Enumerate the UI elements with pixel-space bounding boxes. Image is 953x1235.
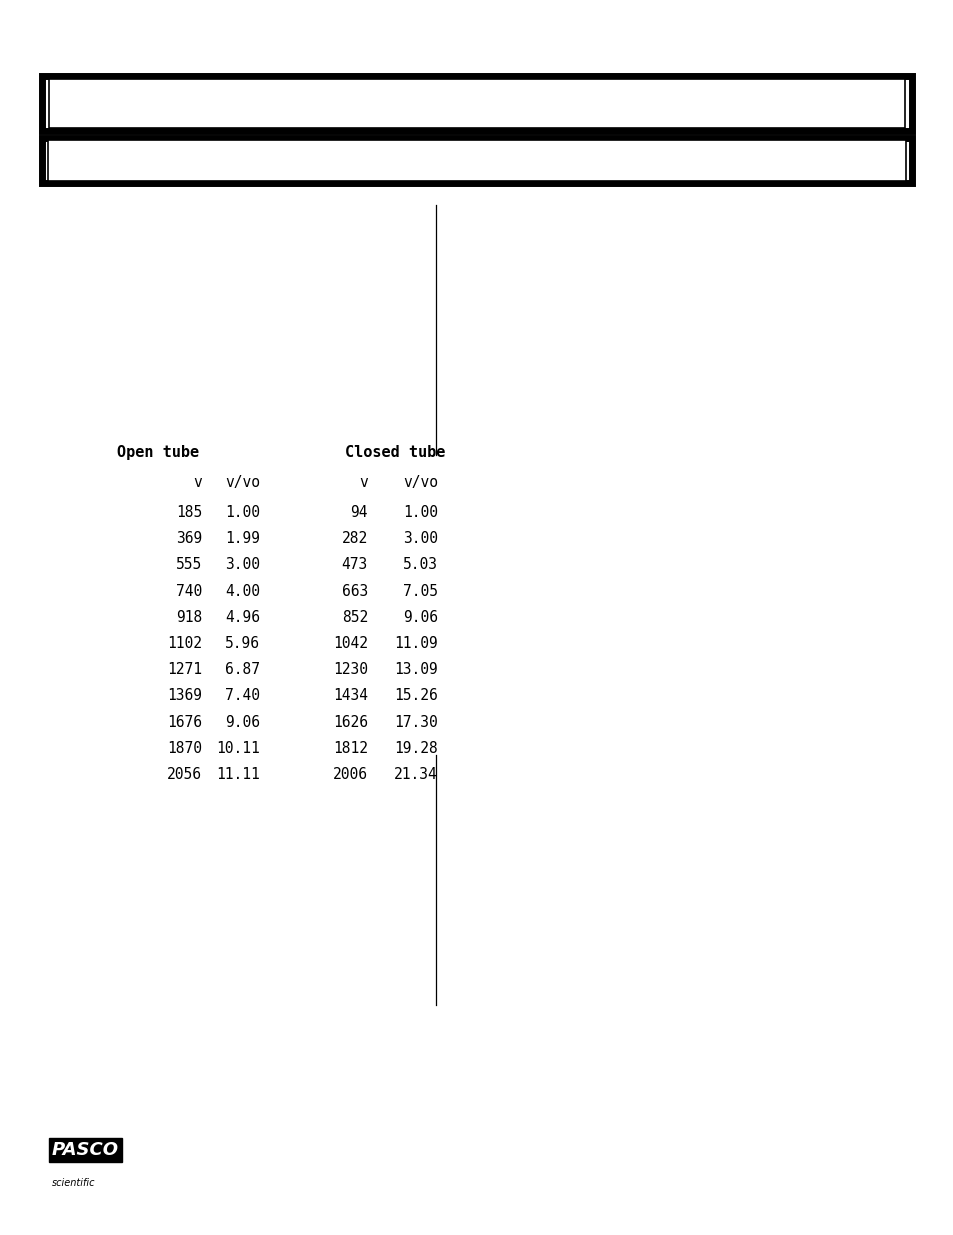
Text: v: v bbox=[193, 475, 202, 490]
Text: 282: 282 bbox=[341, 531, 368, 546]
Text: 1.00: 1.00 bbox=[225, 505, 260, 520]
Text: 17.30: 17.30 bbox=[394, 715, 437, 730]
Text: 7.40: 7.40 bbox=[225, 688, 260, 704]
Text: 1369: 1369 bbox=[167, 688, 202, 704]
Bar bbox=[42, 138, 911, 183]
Text: 2056: 2056 bbox=[167, 767, 202, 782]
Text: 555: 555 bbox=[175, 557, 202, 572]
Text: 13.09: 13.09 bbox=[394, 662, 437, 677]
Text: 473: 473 bbox=[341, 557, 368, 572]
Text: 21.34: 21.34 bbox=[394, 767, 437, 782]
Text: 5.03: 5.03 bbox=[402, 557, 437, 572]
Bar bbox=[42, 77, 911, 131]
Text: PASCO: PASCO bbox=[52, 1141, 119, 1158]
Text: 852: 852 bbox=[341, 610, 368, 625]
Text: 1230: 1230 bbox=[333, 662, 368, 677]
Text: 3.00: 3.00 bbox=[225, 557, 260, 572]
Text: 4.00: 4.00 bbox=[225, 584, 260, 599]
Text: 1676: 1676 bbox=[167, 715, 202, 730]
Text: 2006: 2006 bbox=[333, 767, 368, 782]
Text: 9.06: 9.06 bbox=[402, 610, 437, 625]
Text: v/vo: v/vo bbox=[402, 475, 437, 490]
Text: 3.00: 3.00 bbox=[402, 531, 437, 546]
Text: 918: 918 bbox=[175, 610, 202, 625]
Text: 15.26: 15.26 bbox=[394, 688, 437, 704]
Text: 1042: 1042 bbox=[333, 636, 368, 651]
Text: v: v bbox=[359, 475, 368, 490]
Text: 740: 740 bbox=[175, 584, 202, 599]
Text: 1.00: 1.00 bbox=[402, 505, 437, 520]
Text: 11.09: 11.09 bbox=[394, 636, 437, 651]
Text: 11.11: 11.11 bbox=[216, 767, 260, 782]
Text: 7.05: 7.05 bbox=[402, 584, 437, 599]
Text: 185: 185 bbox=[175, 505, 202, 520]
Text: scientific: scientific bbox=[52, 1178, 95, 1188]
Text: 1102: 1102 bbox=[167, 636, 202, 651]
Text: 1434: 1434 bbox=[333, 688, 368, 704]
Text: 10.11: 10.11 bbox=[216, 741, 260, 756]
Text: 369: 369 bbox=[175, 531, 202, 546]
Text: 1271: 1271 bbox=[167, 662, 202, 677]
Text: 4.96: 4.96 bbox=[225, 610, 260, 625]
Text: 6.87: 6.87 bbox=[225, 662, 260, 677]
Text: 1.99: 1.99 bbox=[225, 531, 260, 546]
Text: Closed tube: Closed tube bbox=[344, 445, 445, 459]
Bar bbox=[49, 79, 904, 127]
Text: 5.96: 5.96 bbox=[225, 636, 260, 651]
Text: 19.28: 19.28 bbox=[394, 741, 437, 756]
Bar bbox=[48, 141, 905, 180]
Text: 1812: 1812 bbox=[333, 741, 368, 756]
Text: 9.06: 9.06 bbox=[225, 715, 260, 730]
Text: 94: 94 bbox=[350, 505, 368, 520]
Text: v/vo: v/vo bbox=[225, 475, 260, 490]
Text: 663: 663 bbox=[341, 584, 368, 599]
Text: Open tube: Open tube bbox=[117, 445, 199, 459]
Text: 1870: 1870 bbox=[167, 741, 202, 756]
Text: 1626: 1626 bbox=[333, 715, 368, 730]
